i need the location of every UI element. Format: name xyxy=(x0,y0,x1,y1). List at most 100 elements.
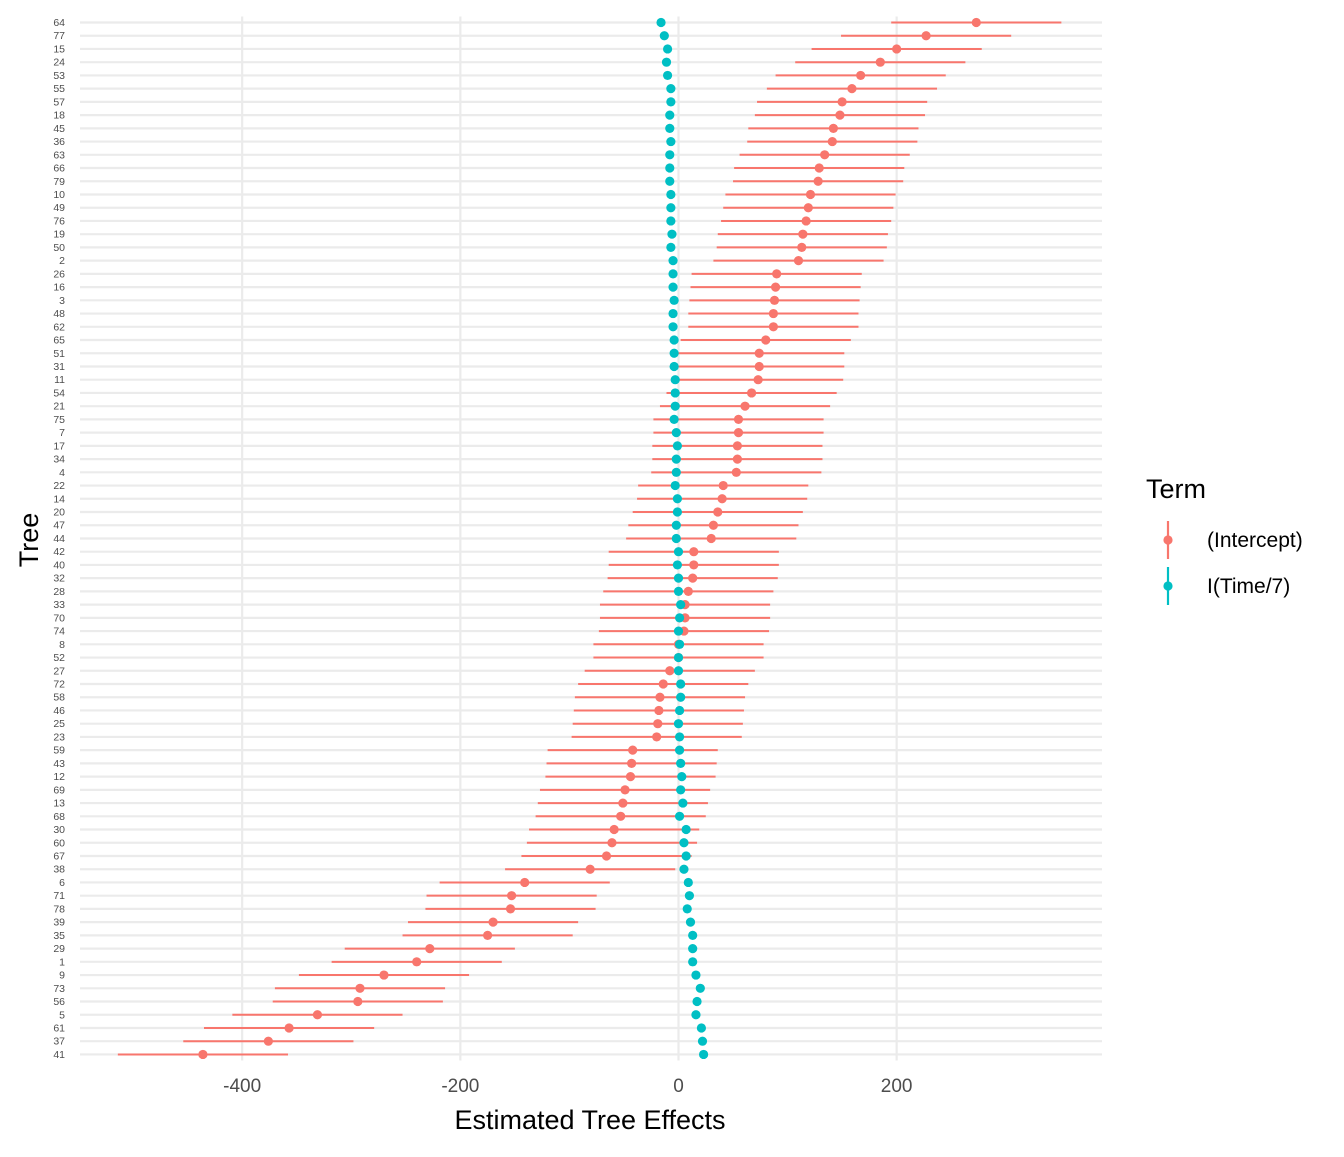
data-point xyxy=(685,917,696,927)
data-point xyxy=(801,216,811,226)
data-point xyxy=(678,798,688,808)
data-point xyxy=(688,957,698,967)
data-point xyxy=(692,996,702,1007)
data-point xyxy=(312,1010,323,1020)
data-point xyxy=(669,335,679,345)
data-point xyxy=(665,150,675,160)
data-point xyxy=(814,163,824,173)
data-point xyxy=(679,838,689,848)
data-point xyxy=(671,454,681,464)
y-tick-label: 15 xyxy=(53,43,65,55)
data-point xyxy=(198,1049,208,1060)
data-point xyxy=(772,269,782,279)
data-point xyxy=(505,904,516,914)
data-point xyxy=(688,944,698,954)
data-point xyxy=(671,467,681,477)
data-point xyxy=(628,745,638,755)
y-tick-label: 34 xyxy=(53,454,65,466)
data-point xyxy=(696,1023,707,1033)
legend-label: (Intercept) xyxy=(1207,529,1303,552)
data-point xyxy=(674,811,685,821)
legend-items: (Intercept) I(Time/7) xyxy=(1163,521,1303,605)
y-tick-label: 45 xyxy=(53,123,65,135)
y-tick-label: 20 xyxy=(53,507,65,519)
data-point xyxy=(670,401,680,411)
y-tick-label: 2 xyxy=(59,255,65,267)
data-point xyxy=(666,136,676,147)
data-point xyxy=(412,957,422,967)
y-tick-label: 75 xyxy=(53,414,65,426)
data-point xyxy=(672,494,683,504)
y-tick-label: 14 xyxy=(53,493,65,505)
data-point xyxy=(677,772,687,782)
data-point xyxy=(616,811,626,821)
data-point xyxy=(669,414,679,424)
y-tick-label: 7 xyxy=(59,427,65,439)
data-point xyxy=(688,930,698,940)
data-point xyxy=(670,375,680,385)
data-point xyxy=(754,348,764,358)
data-point xyxy=(263,1036,273,1046)
data-point xyxy=(666,189,676,200)
data-point xyxy=(668,322,678,332)
y-tick-label: 41 xyxy=(53,1049,65,1061)
data-point xyxy=(682,904,692,914)
data-point xyxy=(698,1049,709,1060)
data-point xyxy=(666,242,676,253)
data-point xyxy=(609,824,619,835)
y-tick-label: 50 xyxy=(53,242,65,254)
data-point xyxy=(768,308,778,319)
data-point xyxy=(673,666,684,676)
y-tick-label: 12 xyxy=(53,771,65,783)
y-tick-label: 70 xyxy=(53,612,65,624)
y-tick-label: 68 xyxy=(53,811,65,823)
legend-item: I(Time/7) xyxy=(1163,567,1290,605)
data-point xyxy=(672,507,683,517)
y-tick-label: 8 xyxy=(59,639,65,651)
legend-title: Term xyxy=(1146,474,1206,504)
data-point xyxy=(892,44,902,54)
y-tick-label: 36 xyxy=(53,136,65,148)
y-tick-label: 24 xyxy=(53,57,65,69)
y-tick-label: 42 xyxy=(53,546,65,558)
data-point xyxy=(659,31,669,41)
data-point xyxy=(691,970,701,980)
data-point xyxy=(732,441,743,451)
data-point xyxy=(679,864,689,874)
data-point xyxy=(669,295,679,305)
data-point xyxy=(681,851,691,861)
y-tick-label: 71 xyxy=(53,890,65,902)
y-tick-label: 32 xyxy=(53,573,65,585)
y-tick-label: 4 xyxy=(59,467,65,479)
data-point xyxy=(666,84,676,94)
y-tick-label: 59 xyxy=(53,745,65,757)
data-point xyxy=(746,388,757,398)
data-point xyxy=(665,123,675,133)
y-tick-label: 5 xyxy=(59,1009,65,1021)
y-tick-label: 64 xyxy=(53,17,65,29)
x-axis-title: Estimated Tree Effects xyxy=(454,1105,725,1135)
data-point xyxy=(520,877,530,888)
data-point xyxy=(662,44,673,54)
data-point xyxy=(813,176,823,186)
y-tick-label: 72 xyxy=(53,679,65,691)
legend-item: (Intercept) xyxy=(1163,521,1303,559)
data-point xyxy=(652,732,662,742)
data-point xyxy=(683,877,693,888)
data-point xyxy=(847,84,857,94)
y-tick-label: 9 xyxy=(59,970,65,982)
y-tick-label: 79 xyxy=(53,176,65,188)
y-tick-label: 33 xyxy=(53,599,65,611)
y-tick-label: 19 xyxy=(53,229,65,241)
y-tick-label: 78 xyxy=(53,903,65,915)
data-point xyxy=(733,414,744,424)
data-point xyxy=(732,454,743,464)
y-tick-label: 67 xyxy=(53,850,65,862)
y-tick-label: 66 xyxy=(53,163,65,175)
data-point xyxy=(676,692,686,702)
y-tick-label: 35 xyxy=(53,930,65,942)
y-tick-label: 26 xyxy=(53,268,65,280)
data-point xyxy=(672,441,683,451)
data-point xyxy=(731,467,741,477)
